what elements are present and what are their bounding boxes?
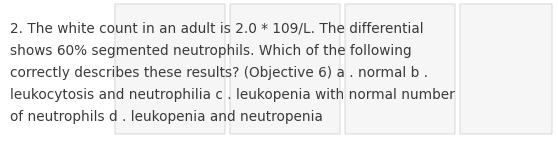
Text: shows 60% segmented neutrophils. Which of the following: shows 60% segmented neutrophils. Which o… xyxy=(10,44,412,58)
Text: correctly describes these results? (Objective 6) a . normal b .: correctly describes these results? (Obje… xyxy=(10,66,428,80)
Text: leukocytosis and neutrophilia c . leukopenia with normal number: leukocytosis and neutrophilia c . leukop… xyxy=(10,88,455,102)
FancyBboxPatch shape xyxy=(460,4,552,134)
Text: 2. The white count in an adult is 2.0 * 109/L. The differential: 2. The white count in an adult is 2.0 * … xyxy=(10,22,424,36)
FancyBboxPatch shape xyxy=(115,4,225,134)
Text: of neutrophils d . leukopenia and neutropenia: of neutrophils d . leukopenia and neutro… xyxy=(10,110,323,124)
FancyBboxPatch shape xyxy=(230,4,340,134)
FancyBboxPatch shape xyxy=(345,4,455,134)
